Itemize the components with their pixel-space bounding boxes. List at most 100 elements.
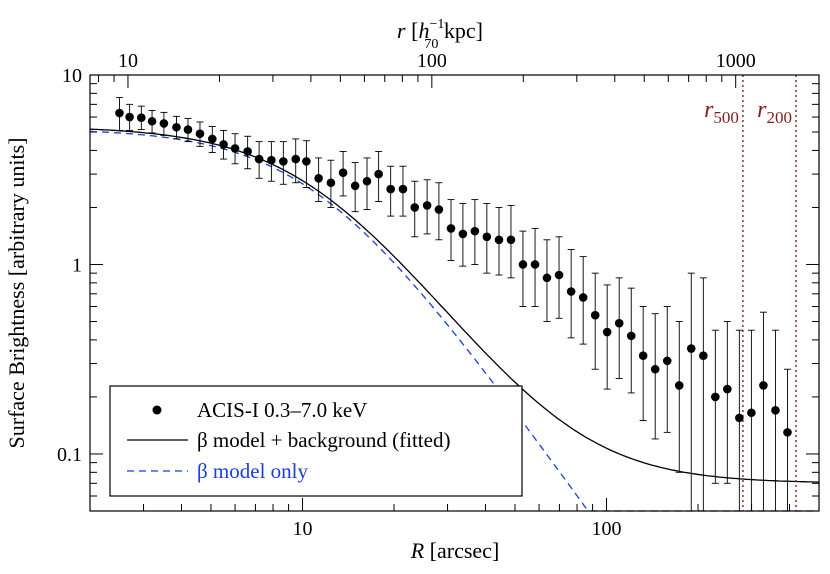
legend-label-beta-only: β model only: [197, 459, 309, 483]
y-tick-label: 1: [72, 254, 82, 276]
data-point: [302, 140, 311, 188]
data-point-marker: [183, 125, 193, 134]
data-point: [267, 141, 276, 182]
data-point: [398, 165, 408, 217]
data-point: [243, 135, 252, 170]
data-point-marker: [662, 356, 672, 366]
data-point-marker: [374, 169, 383, 179]
legend-label-fitted: β model + background (fitted): [197, 428, 450, 452]
data-point-marker: [314, 173, 323, 183]
data-point: [723, 321, 732, 484]
data-point: [434, 182, 444, 241]
data-points: [115, 97, 792, 511]
data-point-marker: [771, 405, 780, 415]
data-point: [326, 159, 336, 208]
top-axis-label-unit: kpc]: [438, 18, 483, 43]
data-point-marker: [326, 178, 336, 188]
data-point-marker: [159, 119, 169, 128]
data-point-marker: [254, 154, 264, 164]
data-point-marker: [137, 113, 146, 123]
x-axis-label-var: R: [410, 538, 425, 563]
data-point-marker: [291, 154, 301, 164]
data-point: [195, 121, 205, 147]
data-point: [219, 129, 228, 160]
data-point: [338, 150, 348, 197]
data-point-marker: [434, 205, 444, 214]
data-point-marker: [518, 260, 528, 269]
data-point-marker: [279, 157, 288, 166]
data-point-marker: [302, 157, 311, 166]
data-point: [626, 287, 636, 394]
data-point: [542, 239, 552, 322]
data-point: [350, 162, 360, 213]
data-point-marker: [602, 327, 612, 337]
data-point-marker: [711, 392, 720, 402]
data-point-marker: [699, 351, 708, 361]
data-point-marker: [614, 318, 624, 328]
data-point-marker: [686, 344, 696, 353]
data-point: [759, 311, 768, 511]
data-point-marker: [115, 108, 124, 118]
data-point: [374, 150, 383, 202]
y-axis-label: Surface Brightness [arbitrary units]: [4, 138, 29, 449]
data-point-marker: [230, 144, 240, 153]
legend: ACIS-I 0.3–7.0 keV β model + background …: [109, 385, 523, 497]
data-point-marker: [410, 203, 420, 212]
data-point-marker: [590, 310, 600, 320]
data-point: [602, 284, 612, 390]
data-point-marker: [626, 331, 636, 341]
data-point: [422, 179, 432, 235]
data-point: [771, 329, 780, 511]
data-point: [530, 227, 540, 307]
top-axis-label-h: h: [418, 18, 429, 43]
data-point-marker: [362, 176, 372, 186]
top-tick-label: 1000: [716, 50, 756, 72]
data-point-marker: [422, 201, 432, 210]
data-point: [183, 117, 193, 143]
top-tick-label: 10: [118, 50, 138, 72]
data-point-marker: [125, 112, 134, 122]
data-point: [686, 272, 696, 511]
data-point: [386, 165, 395, 217]
data-point: [747, 329, 756, 511]
data-point: [314, 157, 323, 202]
data-point-marker: [723, 384, 732, 394]
data-point-marker: [219, 140, 228, 149]
data-point-marker: [398, 184, 408, 194]
data-point: [783, 368, 792, 511]
data-point-marker: [207, 134, 217, 144]
data-point: [494, 206, 504, 276]
data-point-marker: [747, 408, 756, 418]
data-point: [159, 111, 169, 136]
data-point: [735, 329, 744, 511]
data-point-marker: [542, 273, 552, 283]
legend-box: [109, 385, 523, 497]
data-point-marker: [470, 226, 480, 236]
legend-marker-points: [152, 405, 162, 415]
data-point: [566, 249, 576, 339]
data-point: [291, 138, 301, 184]
axis-ticks: 10 100 10 100 1000 10 1 0.1: [57, 50, 820, 540]
data-point-marker: [147, 116, 157, 126]
data-point-marker: [386, 184, 395, 194]
data-point: [362, 157, 372, 210]
data-point: [470, 199, 480, 265]
data-point: [578, 256, 588, 345]
data-point: [230, 133, 240, 165]
data-point-marker: [338, 168, 348, 178]
data-point: [147, 109, 157, 134]
data-point: [125, 103, 134, 131]
data-point: [137, 105, 146, 131]
data-point-marker: [195, 129, 205, 139]
data-point: [410, 180, 420, 238]
x-axis-label-unit: [arcsec]: [424, 538, 499, 563]
data-point: [458, 202, 468, 267]
data-point: [518, 230, 528, 307]
data-point: [554, 236, 564, 319]
data-point: [279, 141, 288, 185]
y-tick-label: 10: [62, 65, 82, 87]
data-point-marker: [759, 381, 768, 390]
data-point: [662, 306, 672, 433]
data-point-marker: [650, 364, 660, 374]
